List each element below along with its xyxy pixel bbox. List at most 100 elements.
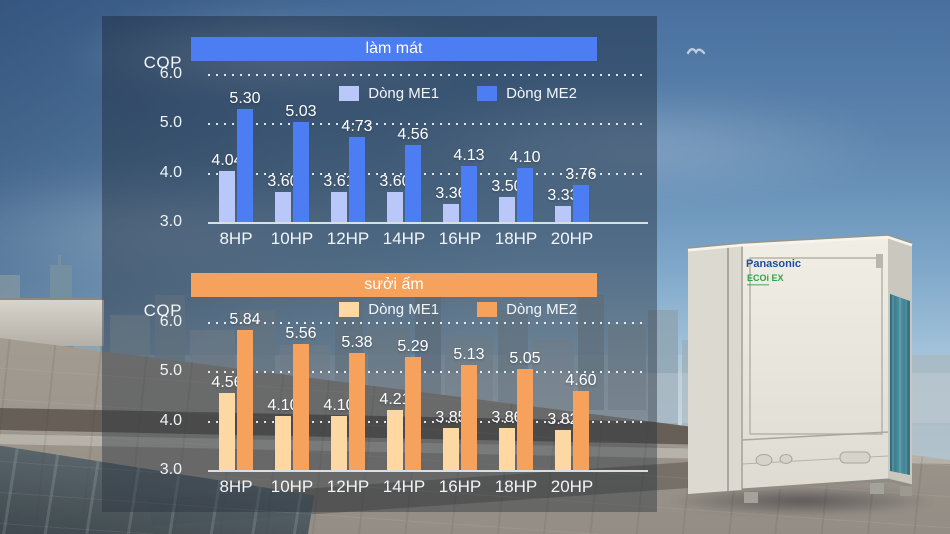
bar-value-label: 3.61 [323, 172, 355, 190]
category-label: 20HP [550, 229, 594, 248]
bar-value-label: 4.10 [267, 396, 299, 414]
cooling-cop-chart: làm mát COP 6.0 5.0 4.0 3.0 4.04 5.30 8HP 3.60 5.0… [102, 37, 657, 277]
legend-label: Dòng ME2 [506, 85, 577, 102]
bar: 4.10 [509, 149, 541, 222]
bar-value-label: 3.85 [435, 409, 467, 427]
panasonic-logo: Panasonic [746, 258, 801, 270]
chart-title-bar: sưởi ấm [191, 273, 597, 297]
bar-value-label: 4.21 [379, 391, 411, 409]
legend-item: Dòng ME1 [339, 85, 439, 102]
category-label: 18HP [494, 477, 538, 496]
bar-value-label: 5.13 [453, 345, 485, 363]
bar-group: 3.60 5.03 10HP [267, 103, 317, 248]
bar-value-label: 5.03 [285, 102, 317, 120]
gridline [208, 222, 648, 224]
bars-area: 4.56 5.84 8HP 4.10 5.56 10HP 4.10 5.38 12HP 4.21 5… [208, 311, 600, 496]
bar-group: 4.10 5.38 12HP [323, 334, 373, 496]
legend-swatch [339, 86, 360, 101]
axis-tick: 4.0 [159, 411, 182, 429]
category-label: 8HP [219, 477, 253, 496]
bar: 3.33 [547, 187, 579, 222]
category-label: 14HP [382, 229, 426, 248]
legend-swatch [339, 302, 360, 317]
unit-left-face [688, 245, 742, 494]
legend-label: Dòng ME1 [368, 85, 440, 102]
bar-group: 3.85 5.13 16HP [435, 346, 484, 496]
bar: 3.50 [491, 178, 523, 222]
heat-exchanger-fins [890, 294, 910, 475]
bar-value-label: 4.73 [341, 117, 373, 135]
bar-group: 4.04 5.30 8HP [211, 90, 261, 248]
bar: 4.10 [267, 397, 299, 470]
bar: 4.73 [341, 118, 373, 222]
bird-icon [686, 48, 706, 55]
axis-tick: 3.0 [159, 213, 182, 230]
bar-value-label: 4.10 [509, 148, 541, 166]
bar: 5.30 [229, 90, 261, 222]
bar-value-label: 5.84 [229, 310, 261, 328]
bar: 4.13 [453, 147, 485, 222]
gridline [208, 172, 648, 175]
bar: 4.21 [379, 391, 411, 470]
bar: 5.03 [285, 103, 317, 222]
category-label: 14HP [382, 477, 426, 496]
bar-value-label: 5.29 [397, 338, 429, 356]
bar: 5.05 [509, 350, 541, 470]
legend-swatch [477, 302, 498, 317]
legend-label: Dòng ME2 [506, 301, 577, 318]
axis-tick: 4.0 [159, 163, 182, 181]
bar-value-label: 4.13 [453, 147, 485, 165]
axis-tick: 6.0 [159, 313, 182, 330]
bar: 5.38 [341, 334, 373, 470]
bar-value-label: 4.56 [397, 126, 429, 144]
bars-area: 4.04 5.30 8HP 3.60 5.03 10HP 3.61 4.73 12HP 3.60 4… [208, 74, 600, 248]
cop-axis-label: COP [143, 53, 182, 72]
bar: 5.29 [397, 338, 429, 470]
category-label: 20HP [550, 477, 594, 496]
category-label: 16HP [438, 477, 482, 496]
legend: Dòng ME1 Dòng ME2 [339, 301, 577, 318]
bar: 3.82 [547, 411, 579, 470]
bar: 3.60 [267, 173, 299, 222]
bar-value-label: 3.33 [547, 186, 579, 204]
legend-swatch [477, 86, 498, 101]
bar-value-label: 3.50 [491, 178, 523, 196]
gridline [208, 74, 648, 76]
ecoi-ex-logo: ECOi EX [747, 273, 784, 283]
bar-value-label: 5.38 [341, 333, 373, 351]
bar: 5.56 [285, 325, 317, 470]
category-label: 10HP [270, 477, 314, 496]
gridline [208, 371, 648, 374]
bar-value-label: 4.60 [565, 372, 597, 390]
bar-value-label: 4.04 [211, 151, 243, 169]
category-label: 10HP [270, 229, 314, 248]
bar: 3.76 [565, 166, 597, 222]
bar: 4.04 [211, 152, 243, 222]
bar: 3.36 [435, 185, 467, 222]
category-label: 16HP [438, 229, 482, 248]
gridline [208, 470, 648, 472]
bar-group: 4.56 5.84 8HP [211, 311, 260, 496]
cop-axis-label: COP [143, 301, 182, 320]
axis-tick: 5.0 [159, 362, 182, 380]
legend-label: Dòng ME1 [368, 301, 440, 318]
bar-group: 3.33 3.76 20HP [547, 166, 597, 248]
bar-group: 3.60 4.56 14HP [379, 126, 428, 248]
bar: 3.86 [491, 409, 523, 470]
gridline [208, 123, 648, 126]
category-label: 12HP [326, 229, 370, 248]
bar: 4.10 [323, 397, 355, 470]
bar-value-label: 3.76 [565, 165, 597, 183]
bar-value-label: 3.60 [379, 173, 411, 191]
bar: 3.61 [323, 173, 355, 222]
bar-value-label: 3.86 [491, 408, 523, 426]
bar-group: 3.86 5.05 18HP [491, 350, 541, 496]
bar-value-label: 5.56 [285, 324, 317, 342]
bar: 4.56 [211, 374, 243, 470]
legend-item: Dòng ME2 [477, 85, 577, 102]
axis-tick: 5.0 [159, 114, 182, 132]
legend-item: Dòng ME1 [339, 301, 439, 318]
bar-value-label: 3.60 [267, 173, 299, 191]
category-label: 12HP [326, 477, 370, 496]
